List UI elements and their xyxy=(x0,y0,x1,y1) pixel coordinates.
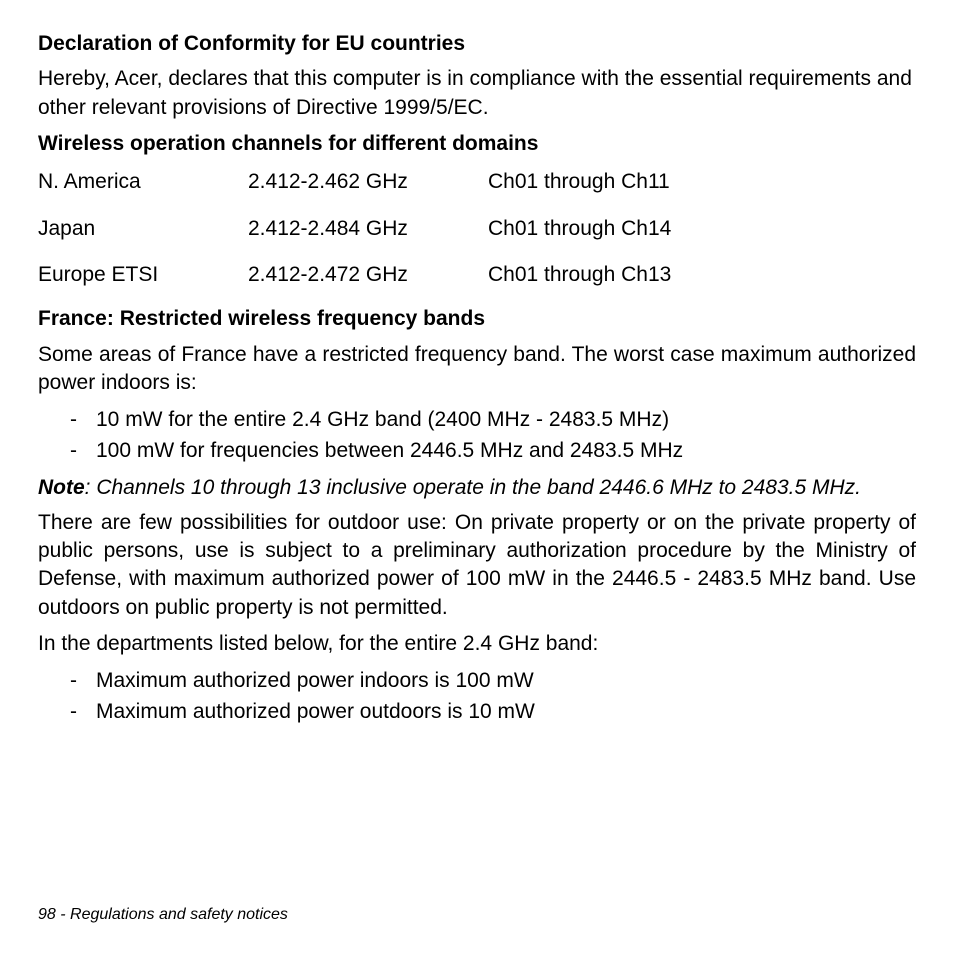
note-label: Note xyxy=(38,476,85,499)
list-item: Maximum authorized power outdoors is 10 … xyxy=(38,697,916,727)
page-footer: 98 - Regulations and safety notices xyxy=(38,906,288,924)
cell-channels: Ch01 through Ch13 xyxy=(488,261,916,289)
heading-france: France: Restricted wireless frequency ba… xyxy=(38,305,916,333)
note-text: : Channels 10 through 13 inclusive opera… xyxy=(85,476,861,499)
power-list: 10 mW for the entire 2.4 GHz band (2400 … xyxy=(38,405,916,466)
cell-region: N. America xyxy=(38,168,248,196)
paragraph-outdoor: There are few possibilities for outdoor … xyxy=(38,509,916,622)
heading-wireless: Wireless operation channels for differen… xyxy=(38,130,916,158)
channels-table: N. America 2.412-2.462 GHz Ch01 through … xyxy=(38,168,916,289)
paragraph-departments: In the departments listed below, for the… xyxy=(38,630,916,658)
heading-eu: Declaration of Conformity for EU countri… xyxy=(38,30,916,58)
dept-list: Maximum authorized power indoors is 100 … xyxy=(38,666,916,727)
cell-channels: Ch01 through Ch11 xyxy=(488,168,916,196)
note-line: Note: Channels 10 through 13 inclusive o… xyxy=(38,474,916,502)
cell-channels: Ch01 through Ch14 xyxy=(488,215,916,243)
cell-region: Japan xyxy=(38,215,248,243)
table-row: Japan 2.412-2.484 GHz Ch01 through Ch14 xyxy=(38,215,916,243)
paragraph-france-intro: Some areas of France have a restricted f… xyxy=(38,341,916,398)
cell-freq: 2.412-2.462 GHz xyxy=(248,168,488,196)
table-row: N. America 2.412-2.462 GHz Ch01 through … xyxy=(38,168,916,196)
list-item: Maximum authorized power indoors is 100 … xyxy=(38,666,916,696)
paragraph-eu-body: Hereby, Acer, declares that this compute… xyxy=(38,65,916,122)
table-row: Europe ETSI 2.412-2.472 GHz Ch01 through… xyxy=(38,261,916,289)
list-item: 10 mW for the entire 2.4 GHz band (2400 … xyxy=(38,405,916,435)
cell-freq: 2.412-2.484 GHz xyxy=(248,215,488,243)
cell-freq: 2.412-2.472 GHz xyxy=(248,261,488,289)
document-page: Declaration of Conformity for EU countri… xyxy=(0,0,954,954)
cell-region: Europe ETSI xyxy=(38,261,248,289)
list-item: 100 mW for frequencies between 2446.5 MH… xyxy=(38,436,916,466)
